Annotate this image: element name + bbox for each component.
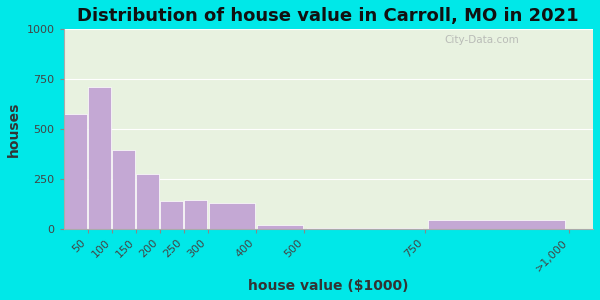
Bar <box>88 87 111 229</box>
Y-axis label: houses: houses <box>7 101 21 157</box>
Bar <box>184 200 208 229</box>
X-axis label: house value ($1000): house value ($1000) <box>248 279 409 293</box>
Bar <box>209 203 255 229</box>
Bar <box>428 220 565 229</box>
Bar <box>160 201 183 229</box>
Bar <box>307 228 422 229</box>
Bar <box>64 114 87 229</box>
Bar <box>257 225 303 229</box>
Bar <box>112 150 135 229</box>
Title: Distribution of house value in Carroll, MO in 2021: Distribution of house value in Carroll, … <box>77 7 579 25</box>
Bar <box>136 174 159 229</box>
Text: City-Data.com: City-Data.com <box>445 35 520 45</box>
